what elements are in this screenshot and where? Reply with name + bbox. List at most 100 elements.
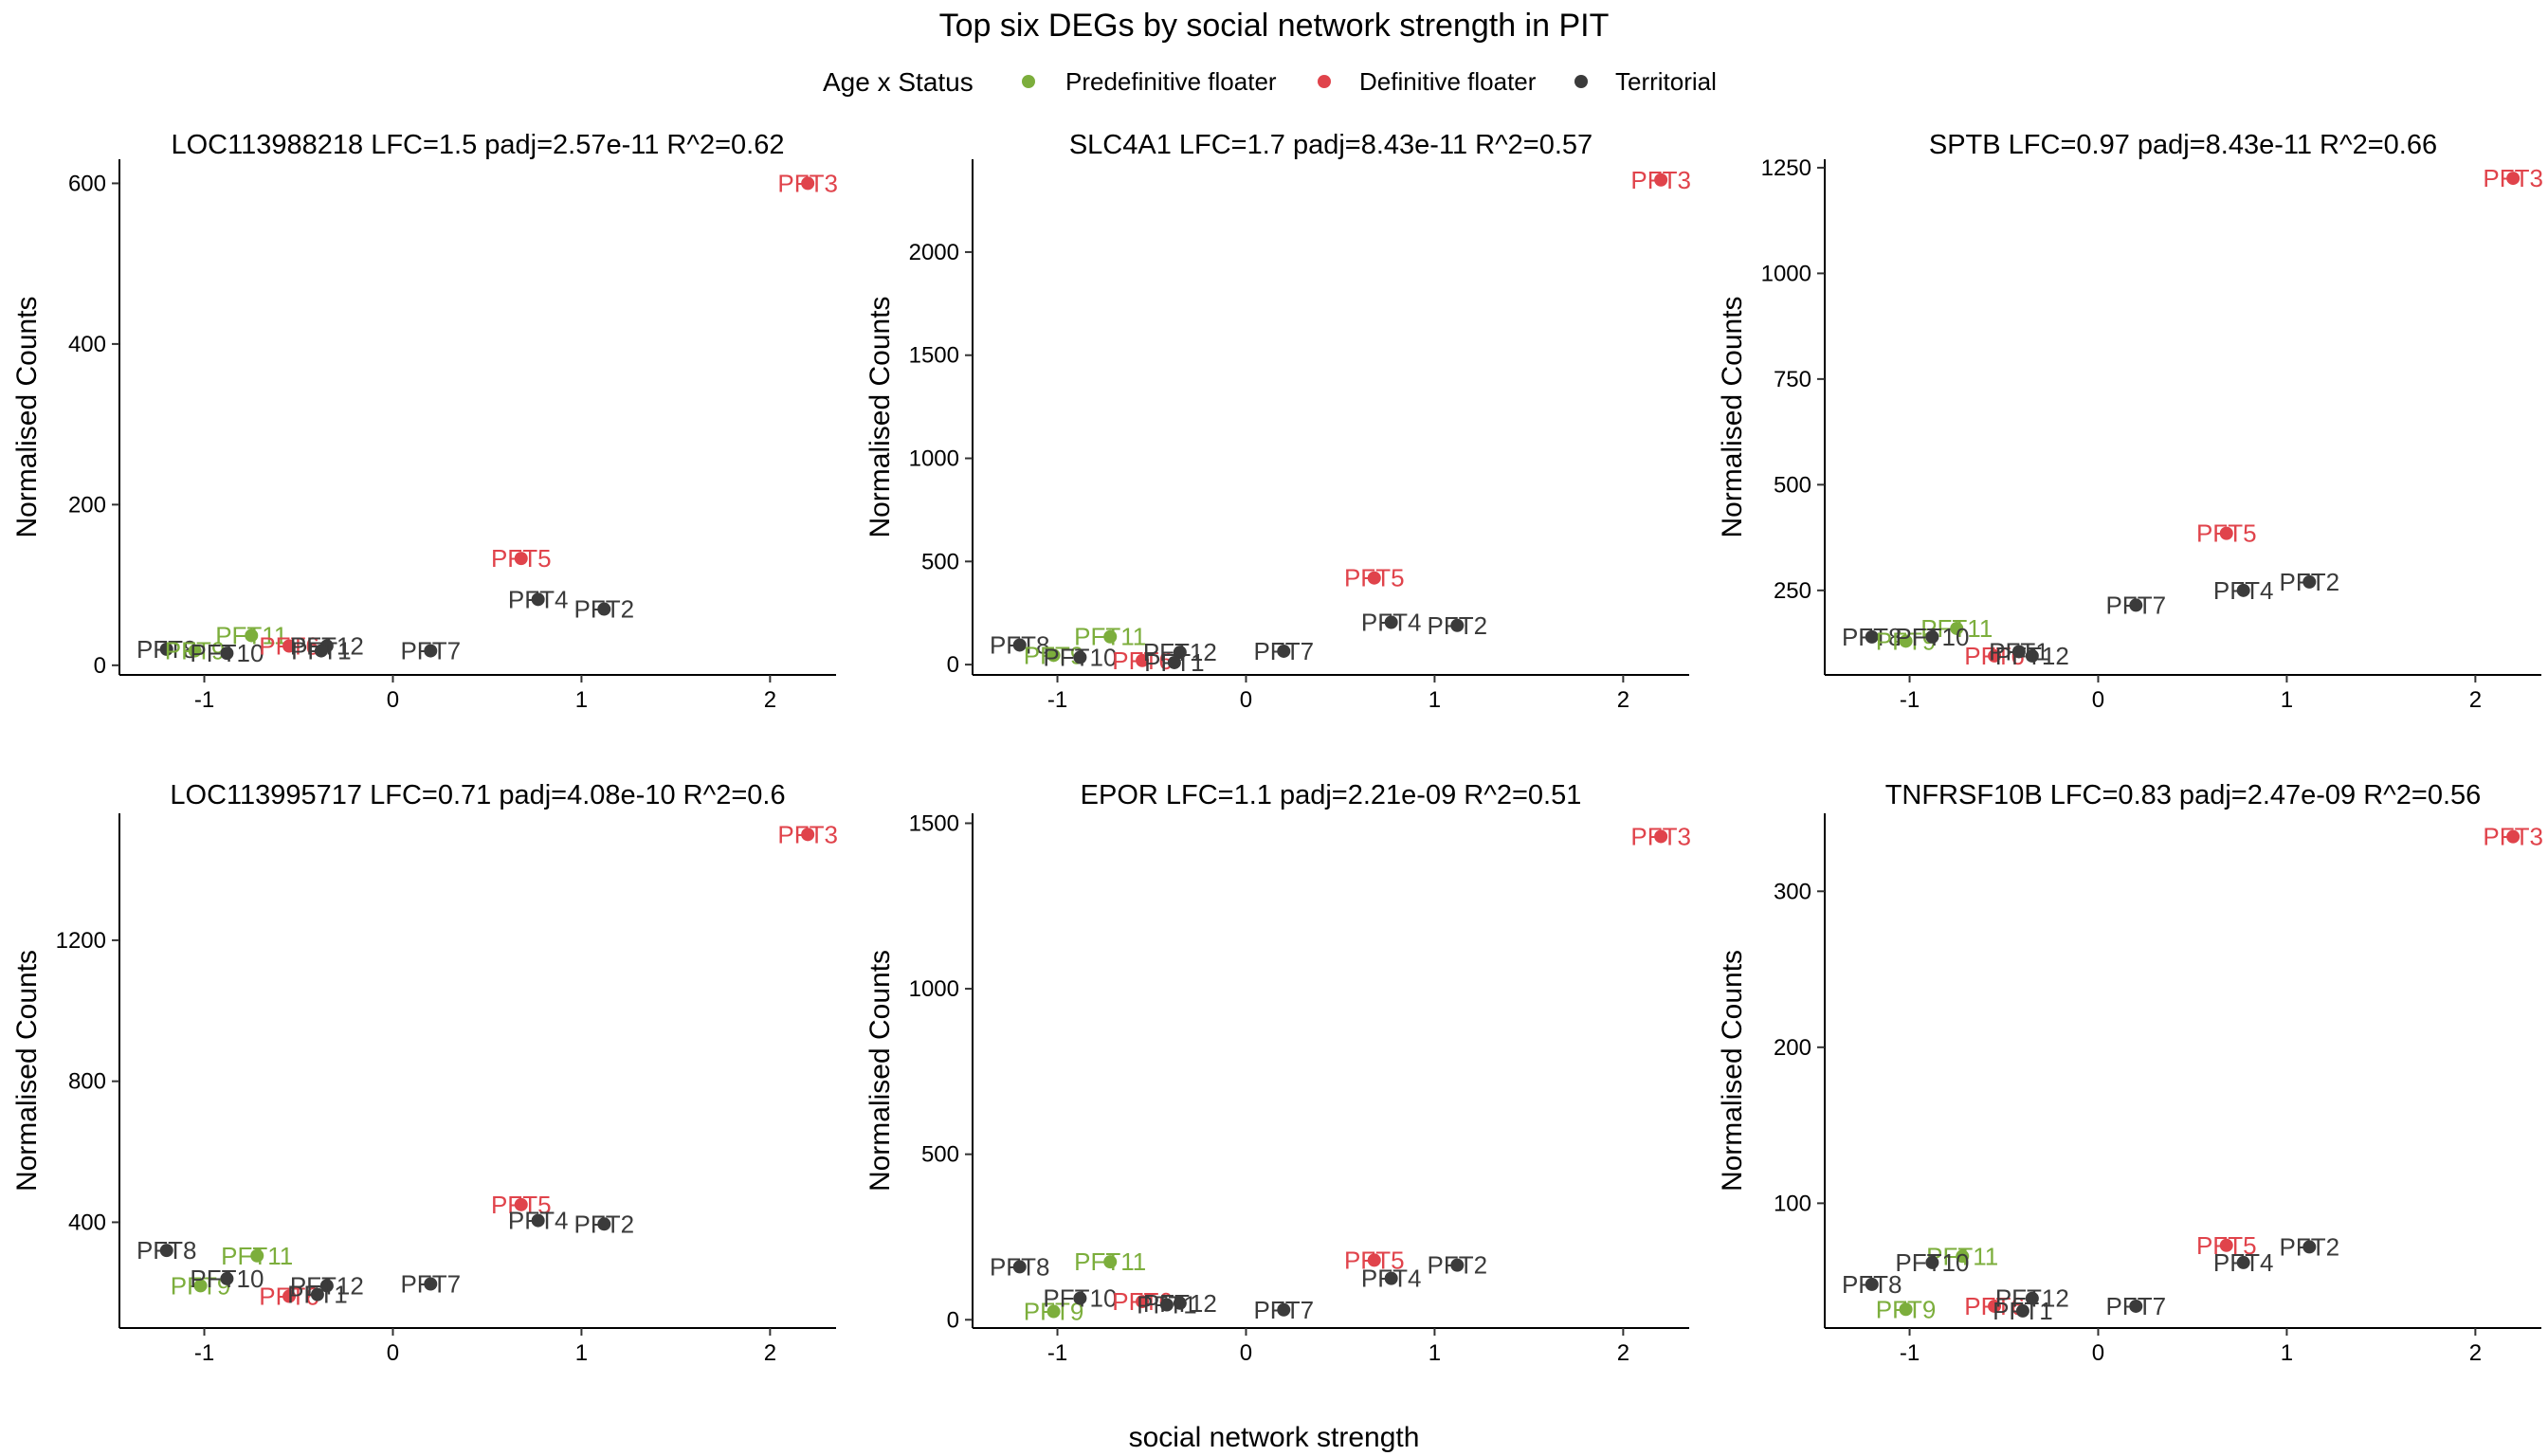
legend-label-definitive: Definitive floater — [1359, 67, 1537, 96]
data-point — [159, 1244, 173, 1258]
x-tick-label: 2 — [1617, 687, 1629, 713]
point-label: PFT12 — [1995, 1284, 2069, 1313]
y-tick-label: 200 — [68, 492, 106, 518]
point-label: PFT2 — [574, 595, 635, 624]
data-point — [1654, 173, 1668, 187]
point-label: PFT9 — [171, 1271, 231, 1300]
data-point — [1654, 829, 1668, 844]
point-label: PFT10 — [190, 639, 264, 667]
point-label: PFT1 — [291, 637, 352, 665]
point-label: PFT7 — [2105, 591, 2166, 619]
point-label: PFT2 — [1428, 611, 1488, 640]
panel-1: LOC113988218 LFC=1.5 padj=2.57e-11 R^2=0… — [11, 130, 838, 713]
data-point — [1925, 1255, 1939, 1269]
data-point — [514, 1197, 528, 1211]
y-tick-label: 1500 — [909, 343, 959, 369]
point-label: PFT6 — [259, 1283, 319, 1311]
data-point — [1103, 1255, 1118, 1269]
data-point — [1173, 646, 1187, 660]
panel-title: LOC113995717 LFC=0.71 padj=4.08e-10 R^2=… — [170, 780, 785, 810]
data-point — [220, 1271, 234, 1285]
point-label: PFT12 — [1143, 1289, 1217, 1318]
data-point — [1277, 644, 1291, 658]
data-point — [424, 1277, 438, 1291]
point-label: PFT3 — [777, 169, 838, 197]
data-point — [310, 1287, 324, 1301]
point-label: PFT1 — [287, 1281, 348, 1309]
x-tick-label: 0 — [2092, 687, 2104, 713]
data-point — [314, 644, 328, 658]
y-tick-label: 200 — [1774, 1035, 1811, 1061]
data-point — [1167, 655, 1181, 669]
x-tick-label: 0 — [387, 687, 399, 713]
point-label: PFT5 — [491, 544, 552, 573]
data-point — [1450, 1258, 1465, 1272]
x-tick-label: -1 — [194, 1340, 214, 1366]
point-label: PFT6 — [1112, 646, 1173, 675]
data-point — [1367, 571, 1381, 585]
data-point — [1159, 1298, 1174, 1312]
x-tick-label: 1 — [2281, 687, 2293, 713]
y-axis-title: Normalised Counts — [11, 950, 43, 1192]
panel-title: TNFRSF10B LFC=0.83 padj=2.47e-09 R^2=0.5… — [1885, 780, 2482, 810]
data-point — [2219, 526, 2233, 540]
data-point — [282, 1289, 297, 1303]
x-tick-label: 0 — [387, 1340, 399, 1366]
point-label: PFT7 — [2105, 1292, 2166, 1320]
data-point — [2025, 648, 2039, 663]
point-label: PFT8 — [990, 1252, 1050, 1281]
data-point — [1367, 1253, 1381, 1267]
data-point — [801, 176, 815, 191]
data-point — [2302, 1240, 2317, 1254]
data-point — [597, 602, 611, 616]
data-point — [1988, 648, 2002, 663]
data-point — [2236, 1255, 2250, 1269]
point-label: PFT2 — [574, 1210, 635, 1238]
data-point — [2506, 172, 2521, 186]
x-tick-label: 1 — [2281, 1340, 2293, 1366]
data-point — [1073, 1291, 1087, 1305]
data-point — [245, 628, 259, 643]
data-point — [2219, 1238, 2233, 1252]
x-tick-label: 1 — [1429, 687, 1441, 713]
y-tick-label: 400 — [68, 332, 106, 357]
point-label: PFT8 — [136, 635, 197, 664]
x-tick-label: 1 — [1429, 1340, 1441, 1366]
y-tick-label: 1000 — [909, 976, 959, 1002]
data-point — [2506, 829, 2521, 844]
y-tick-label: 0 — [947, 652, 959, 678]
point-label: PFT5 — [1344, 1246, 1405, 1274]
x-tick-label: -1 — [194, 687, 214, 713]
panel-4: LOC113995717 LFC=0.71 padj=4.08e-10 R^2=… — [11, 780, 838, 1366]
y-tick-label: 300 — [1774, 879, 1811, 904]
data-point — [1012, 638, 1027, 652]
y-axis-title: Normalised Counts — [864, 950, 896, 1192]
y-tick-label: 1000 — [1761, 261, 1811, 286]
point-label: PFT10 — [1895, 1248, 1969, 1277]
data-point — [2011, 645, 2026, 659]
y-axis-title: Normalised Counts — [864, 296, 896, 537]
legend-title: Age x Status — [823, 67, 974, 97]
panel-title: SLC4A1 LFC=1.7 padj=8.43e-11 R^2=0.57 — [1069, 130, 1592, 160]
data-point — [1384, 1271, 1398, 1285]
data-point — [1899, 634, 1913, 648]
point-label: PFT4 — [508, 1207, 569, 1235]
point-label: PFT2 — [2280, 568, 2340, 596]
x-tick-label: 1 — [575, 687, 588, 713]
x-tick-label: 0 — [1240, 687, 1252, 713]
legend-key-territorial — [1574, 75, 1588, 88]
point-label: PFT3 — [1630, 822, 1691, 850]
point-label: PFT3 — [2483, 164, 2543, 192]
point-label: PFT10 — [1895, 623, 1969, 651]
panel-2: SLC4A1 LFC=1.7 padj=8.43e-11 R^2=0.57 -1 0… — [864, 130, 1691, 713]
data-point — [250, 1248, 264, 1263]
point-label: PFT11 — [215, 621, 287, 649]
data-point — [1012, 1260, 1027, 1274]
point-label: PFT3 — [2483, 823, 2543, 851]
point-label: PFT9 — [165, 637, 226, 665]
point-label: PFT6 — [1964, 1292, 2025, 1320]
point-label: PFT7 — [400, 637, 461, 665]
point-label: PFT9 — [1024, 641, 1084, 669]
point-label: PFT5 — [1344, 564, 1405, 592]
x-tick-label: -1 — [1900, 1340, 1920, 1366]
